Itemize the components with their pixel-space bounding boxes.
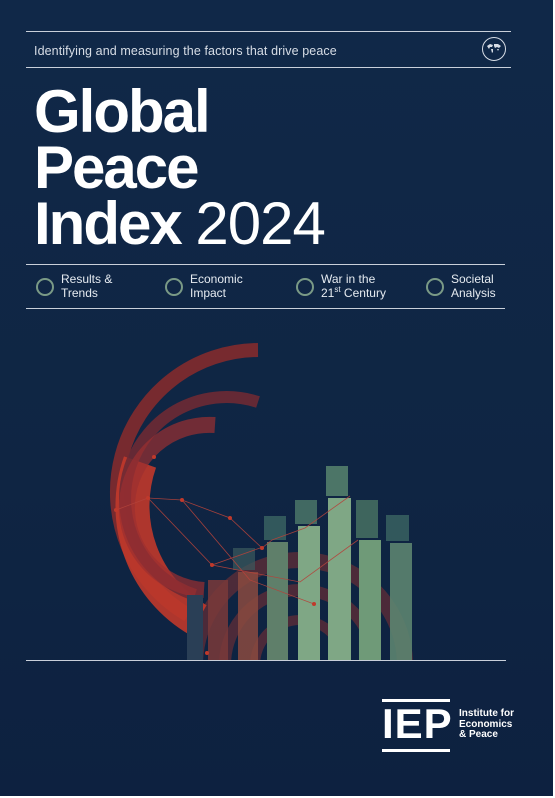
bar-cap xyxy=(386,515,409,541)
title-line: Peace xyxy=(34,134,199,201)
bar-cap xyxy=(233,548,255,570)
section-label-line: Trends xyxy=(61,286,98,300)
century-word: Century xyxy=(340,286,386,300)
section-label-line: Economic xyxy=(190,272,243,286)
globe-icon xyxy=(482,37,506,61)
bar-cap xyxy=(326,466,348,496)
tagline: Identifying and measuring the factors th… xyxy=(34,44,337,58)
report-year: 2024 xyxy=(195,190,325,257)
ring-icon xyxy=(36,278,54,296)
bar xyxy=(208,580,228,660)
point xyxy=(146,496,150,500)
point xyxy=(228,516,232,520)
bar-cap xyxy=(264,516,286,540)
publisher-name-line: Economics xyxy=(459,718,513,730)
title-line: Global xyxy=(34,78,211,145)
network-points xyxy=(114,455,316,655)
century-number: 21 xyxy=(321,286,335,300)
publisher-name-line: & Peace xyxy=(459,729,498,740)
sections-top-rule xyxy=(26,264,505,265)
tagline-rule xyxy=(26,67,511,68)
bar-group xyxy=(187,466,412,660)
top-rule xyxy=(26,31,511,32)
logo-top-bar xyxy=(382,699,450,702)
middle-arc xyxy=(118,416,216,598)
section-list: Results & Trends Economic Impact War in … xyxy=(26,265,505,309)
section-label-line: Analysis xyxy=(451,286,496,300)
baseline-rule xyxy=(26,660,506,661)
point xyxy=(180,498,184,502)
report-title: Global Peace Index 2024 xyxy=(34,78,326,254)
bar-cap xyxy=(356,500,378,538)
section-label-line: 21st Century xyxy=(321,285,411,301)
publisher-name: Institute for Economics & Peace xyxy=(459,708,539,741)
bar xyxy=(267,542,288,660)
bar-cap xyxy=(295,500,317,524)
ring-icon xyxy=(296,278,314,296)
section-label-line: Societal xyxy=(451,272,494,286)
publisher-name-line: Institute for xyxy=(459,708,514,719)
point xyxy=(152,455,156,459)
ring-icon xyxy=(426,278,444,296)
title-line: Index xyxy=(34,190,183,257)
bar xyxy=(187,595,203,660)
section-label-line: War in the xyxy=(321,272,376,286)
point xyxy=(205,651,209,655)
logo-bottom-bar xyxy=(382,749,450,752)
section-label-line: Results & xyxy=(61,272,113,286)
point xyxy=(260,546,264,550)
point xyxy=(114,508,118,512)
ring-icon xyxy=(165,278,183,296)
point xyxy=(312,602,316,606)
section-label-line: Impact xyxy=(190,286,227,300)
bar xyxy=(238,572,258,660)
bar xyxy=(359,540,381,660)
logo-acronym: IEP xyxy=(382,700,453,747)
bar xyxy=(328,498,351,660)
sections-bottom-rule xyxy=(26,308,505,309)
point xyxy=(210,563,214,567)
ordinal-suffix: st xyxy=(334,285,341,294)
bar xyxy=(298,526,320,660)
bar xyxy=(390,543,412,660)
